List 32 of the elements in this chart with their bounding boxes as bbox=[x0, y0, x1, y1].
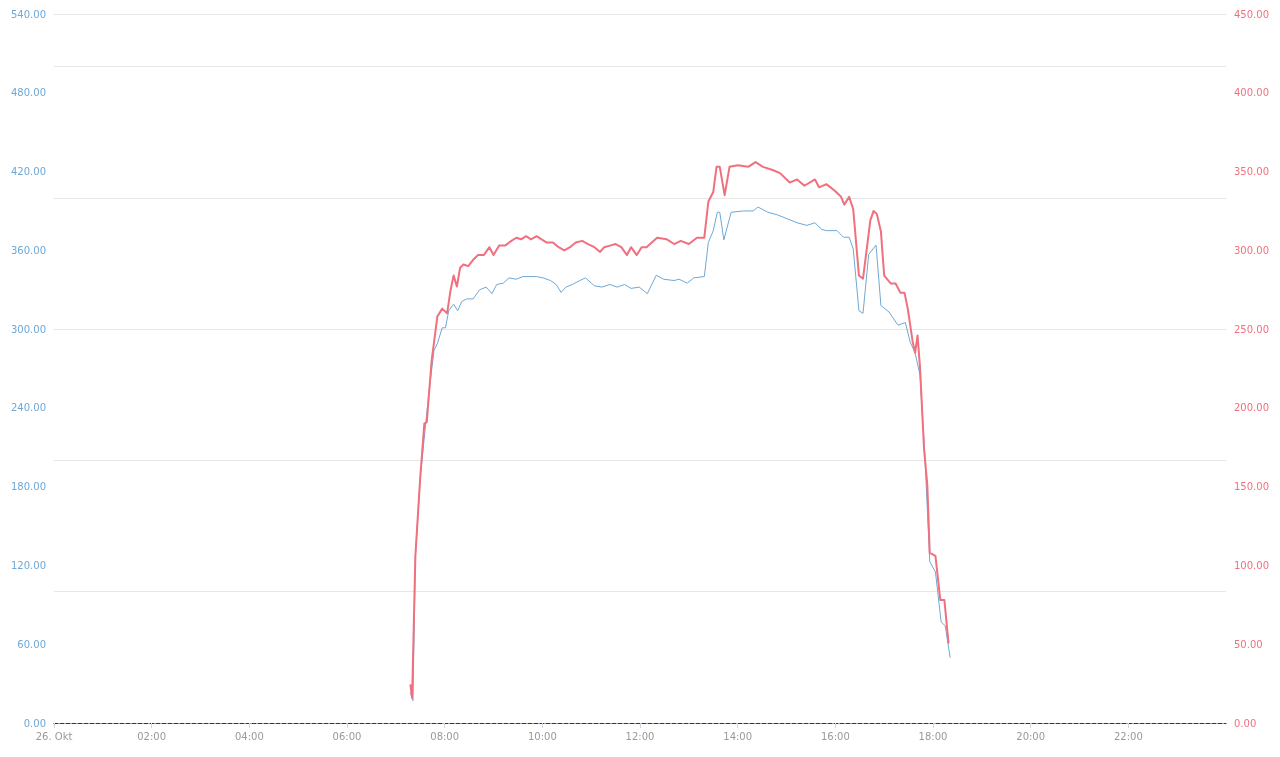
y2-tick-label: 150.00 bbox=[1234, 481, 1270, 493]
y2-tick-label: 300.00 bbox=[1234, 244, 1270, 256]
y-tick-label: 540.00 bbox=[11, 8, 46, 20]
y2-tick-label: 350.00 bbox=[1234, 166, 1270, 178]
x-tick-label: 16:00 bbox=[820, 730, 850, 742]
x-tick-label: 18:00 bbox=[918, 730, 948, 742]
y-tick-label: 180.00 bbox=[11, 481, 46, 493]
x-tick-label: 12:00 bbox=[625, 730, 655, 742]
x-tick-label: 14:00 bbox=[723, 730, 753, 742]
y2-tick-label: 250.00 bbox=[1234, 323, 1270, 335]
x-tick-label: 22:00 bbox=[1113, 730, 1143, 742]
y2-tick-label: 400.00 bbox=[1234, 87, 1270, 99]
x-tick-label: 04:00 bbox=[234, 730, 264, 742]
x-tick-label: 06:00 bbox=[332, 730, 362, 742]
y2-tick-label: 100.00 bbox=[1234, 559, 1270, 571]
y2-tick-label: 200.00 bbox=[1234, 402, 1270, 414]
y-tick-label: 480.00 bbox=[11, 87, 46, 99]
y2-tick-label: 0.00 bbox=[1234, 717, 1257, 729]
y-tick-label: 360.00 bbox=[11, 244, 46, 256]
x-tick-label: 08:00 bbox=[430, 730, 460, 742]
y2-tick-label: 450.00 bbox=[1234, 8, 1270, 20]
x-tick-label: 10:00 bbox=[527, 730, 557, 742]
y-tick-label: 420.00 bbox=[11, 166, 46, 178]
y-tick-label: 120.00 bbox=[11, 559, 46, 571]
x-tick-label: 20:00 bbox=[1016, 730, 1046, 742]
y-tick-label: 0.00 bbox=[23, 717, 46, 729]
y-tick-label: 300.00 bbox=[11, 323, 46, 335]
x-tick-label: 02:00 bbox=[137, 730, 167, 742]
y2-tick-label: 50.00 bbox=[1234, 638, 1263, 650]
y-tick-label: 240.00 bbox=[11, 402, 46, 414]
x-tick-label: 26. Okt bbox=[35, 730, 73, 742]
y-tick-label: 60.00 bbox=[17, 638, 46, 650]
